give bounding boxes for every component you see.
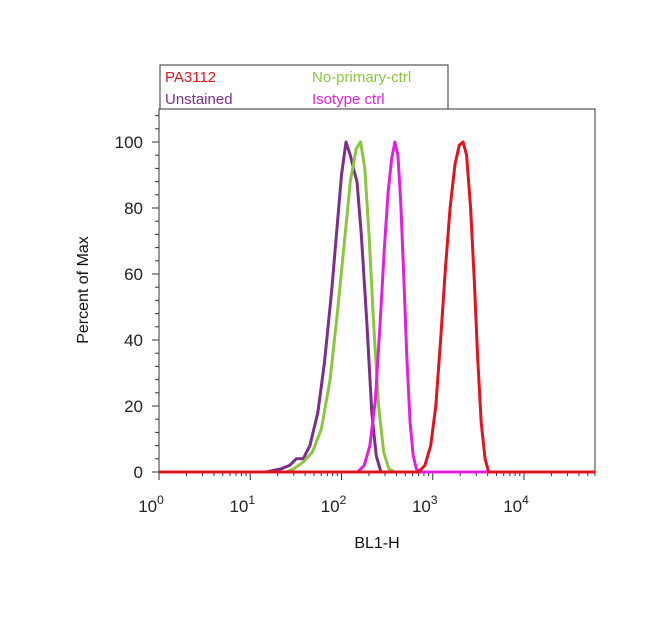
legend-entry-pa3112: PA3112 [165, 69, 216, 86]
series-line-isotype-ctrl [159, 140, 595, 474]
plot-frame [158, 108, 596, 473]
series-line-no-primary-ctrl [159, 140, 595, 474]
y-tick-label: 0 [134, 463, 143, 482]
legend-entry-unstained: Unstained [165, 91, 233, 108]
y-tick-label: 20 [124, 397, 143, 416]
series-line-unstained [159, 140, 595, 474]
legend-entry-isotype-ctrl: Isotype ctrl [312, 91, 385, 108]
axis-ticks: 100 101 102 103 104 0 20 40 60 80 100 [115, 115, 596, 516]
legend-entry-no-primary-ctrl: No-primary-ctrl [312, 69, 411, 86]
x-tick-label: 100 [138, 493, 164, 516]
x-tick-label: 102 [321, 493, 347, 516]
series-layer [159, 140, 595, 474]
y-tick-label: 40 [124, 331, 143, 350]
y-tick-label: 80 [124, 199, 143, 218]
series-line-pa3112 [159, 140, 595, 474]
x-tick-label: 104 [503, 493, 529, 516]
x-tick-label: 103 [412, 493, 438, 516]
x-tick-label: 101 [229, 493, 255, 516]
x-axis-title: BL1-H [354, 535, 399, 552]
y-tick-label: 60 [124, 265, 143, 284]
legend-box [159, 64, 449, 110]
y-axis-title: Percent of Max [75, 236, 92, 344]
legend: PA3112 No-primary-ctrl Unstained Isotype… [159, 64, 449, 110]
y-tick-label: 100 [115, 133, 143, 152]
